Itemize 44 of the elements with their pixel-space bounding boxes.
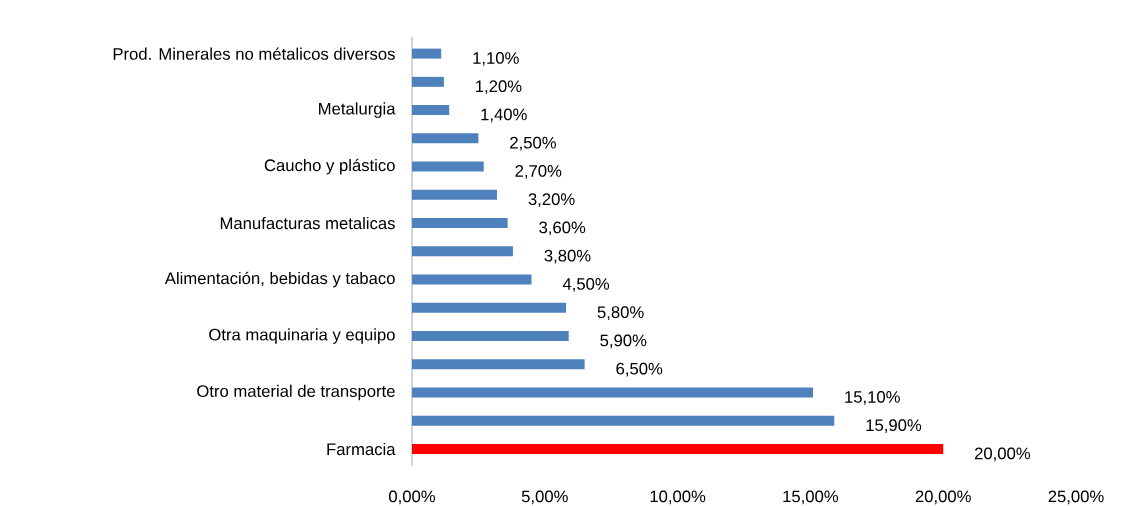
bar	[412, 444, 944, 455]
data-label: 20,00%	[974, 447, 1031, 462]
data-label: 5,90%	[600, 334, 647, 349]
bar	[412, 246, 513, 257]
data-label: 3,20%	[528, 193, 575, 208]
data-label: 2,70%	[515, 165, 562, 179]
data-label: 15,90%	[866, 419, 922, 434]
bar	[412, 415, 835, 426]
bar	[412, 387, 814, 398]
data-label: 3,60%	[539, 221, 586, 236]
bar	[412, 302, 567, 313]
bar	[412, 359, 585, 370]
data-label: 15,10%	[845, 391, 900, 405]
y-tick-label: Otra maquinaria y equipo	[209, 328, 395, 344]
bar	[412, 105, 450, 116]
data-label: 4,50%	[562, 278, 610, 292]
y-tick-label: Otro material de transporte	[197, 384, 395, 401]
bar	[412, 331, 569, 342]
data-label: 1,20%	[476, 80, 522, 95]
x-tick-label: 20,00%	[915, 490, 971, 505]
y-tick-label: Manufacturas metalicas	[220, 216, 395, 230]
x-tick-label: 15,00%	[783, 490, 839, 505]
data-label: 3,80%	[544, 249, 591, 264]
data-label: 2,50%	[510, 136, 556, 151]
data-label: 6,50%	[616, 362, 663, 377]
x-tick-label: 10,00%	[650, 490, 706, 505]
y-tick-label: Alimentación, bebidas y tabaco	[164, 271, 395, 288]
bar	[412, 133, 479, 144]
data-label: 1,40%	[481, 108, 527, 123]
y-tick-label: Metalurgia	[319, 102, 396, 118]
bar	[412, 274, 532, 285]
y-tick-label: Prod. Minerales no métalicos diversos	[113, 47, 395, 60]
y-tick-label: Caucho y plástico	[264, 158, 395, 175]
data-label: 1,10%	[473, 52, 519, 66]
bar	[412, 189, 497, 200]
x-tick-label: 5,00%	[521, 490, 568, 505]
data-label: 5,80%	[597, 306, 644, 321]
x-tick-label: 0,00%	[389, 490, 436, 505]
bar	[412, 48, 442, 59]
y-tick-label: Farmacia	[327, 442, 396, 456]
bar	[412, 161, 484, 172]
bar	[412, 76, 444, 87]
x-tick-label: 25,00%	[1048, 490, 1104, 505]
bar	[412, 218, 508, 229]
